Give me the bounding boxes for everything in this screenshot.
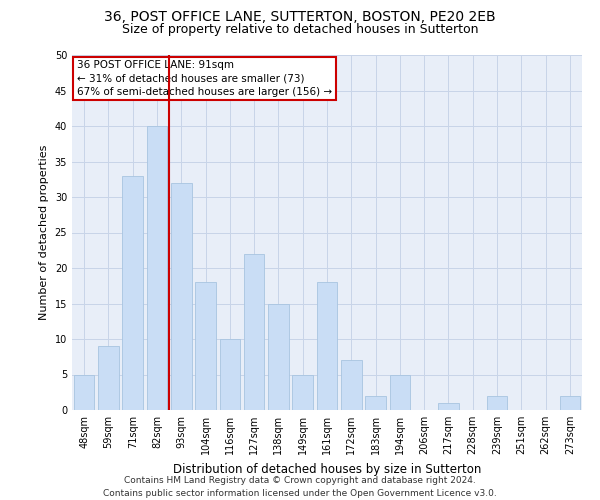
Text: 36, POST OFFICE LANE, SUTTERTON, BOSTON, PE20 2EB: 36, POST OFFICE LANE, SUTTERTON, BOSTON,… — [104, 10, 496, 24]
Bar — [560, 396, 580, 410]
Bar — [268, 304, 289, 410]
Bar — [341, 360, 362, 410]
Bar — [244, 254, 265, 410]
Text: 36 POST OFFICE LANE: 91sqm
← 31% of detached houses are smaller (73)
67% of semi: 36 POST OFFICE LANE: 91sqm ← 31% of deta… — [77, 60, 332, 96]
Y-axis label: Number of detached properties: Number of detached properties — [39, 145, 49, 320]
Bar — [171, 183, 191, 410]
Text: Contains HM Land Registry data © Crown copyright and database right 2024.
Contai: Contains HM Land Registry data © Crown c… — [103, 476, 497, 498]
Bar — [438, 403, 459, 410]
Bar — [195, 282, 216, 410]
Bar — [98, 346, 119, 410]
Bar — [146, 126, 167, 410]
X-axis label: Distribution of detached houses by size in Sutterton: Distribution of detached houses by size … — [173, 462, 481, 475]
Bar — [74, 374, 94, 410]
Bar — [220, 339, 240, 410]
Bar — [487, 396, 508, 410]
Bar — [317, 282, 337, 410]
Text: Size of property relative to detached houses in Sutterton: Size of property relative to detached ho… — [122, 22, 478, 36]
Bar — [365, 396, 386, 410]
Bar — [122, 176, 143, 410]
Bar — [292, 374, 313, 410]
Bar — [389, 374, 410, 410]
